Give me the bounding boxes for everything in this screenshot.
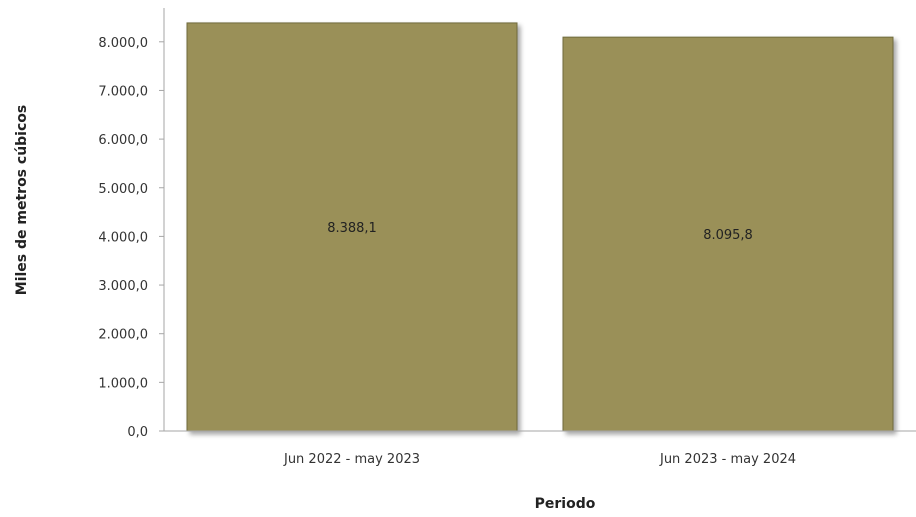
bar bbox=[186, 22, 518, 432]
x-category-label: Jun 2023 - may 2024 bbox=[659, 452, 796, 467]
y-tick-label: 7.000,0 bbox=[98, 84, 148, 99]
bar-value-label: 8.095,8 bbox=[703, 228, 753, 243]
x-axis: Jun 2022 - may 2023 Jun 2023 - may 2024 bbox=[164, 430, 916, 467]
x-axis-title: Periodo bbox=[535, 496, 596, 512]
y-tick-label: 6.000,0 bbox=[98, 133, 148, 148]
y-tick-label: 8.000,0 bbox=[98, 36, 148, 51]
y-tick-label: 3.000,0 bbox=[98, 279, 148, 294]
y-tick-label: 4.000,0 bbox=[98, 230, 148, 245]
bars: 8.388,1 8.095,8 bbox=[186, 22, 894, 432]
y-axis: 0,0 1.000,0 2.000,0 3.000,0 4.000,0 5.000,0 6.… bbox=[98, 8, 165, 440]
y-tick-label: 5.000,0 bbox=[98, 182, 148, 197]
y-tick-label: 1.000,0 bbox=[98, 376, 148, 391]
y-tick-label: 2.000,0 bbox=[98, 328, 148, 343]
bar-value-label: 8.388,1 bbox=[327, 221, 377, 236]
bar bbox=[562, 36, 894, 432]
y-tick-label: 0,0 bbox=[127, 425, 148, 440]
y-axis-title: Miles de metros cúbicos bbox=[14, 105, 30, 295]
x-category-label: Jun 2022 - may 2023 bbox=[283, 452, 420, 467]
